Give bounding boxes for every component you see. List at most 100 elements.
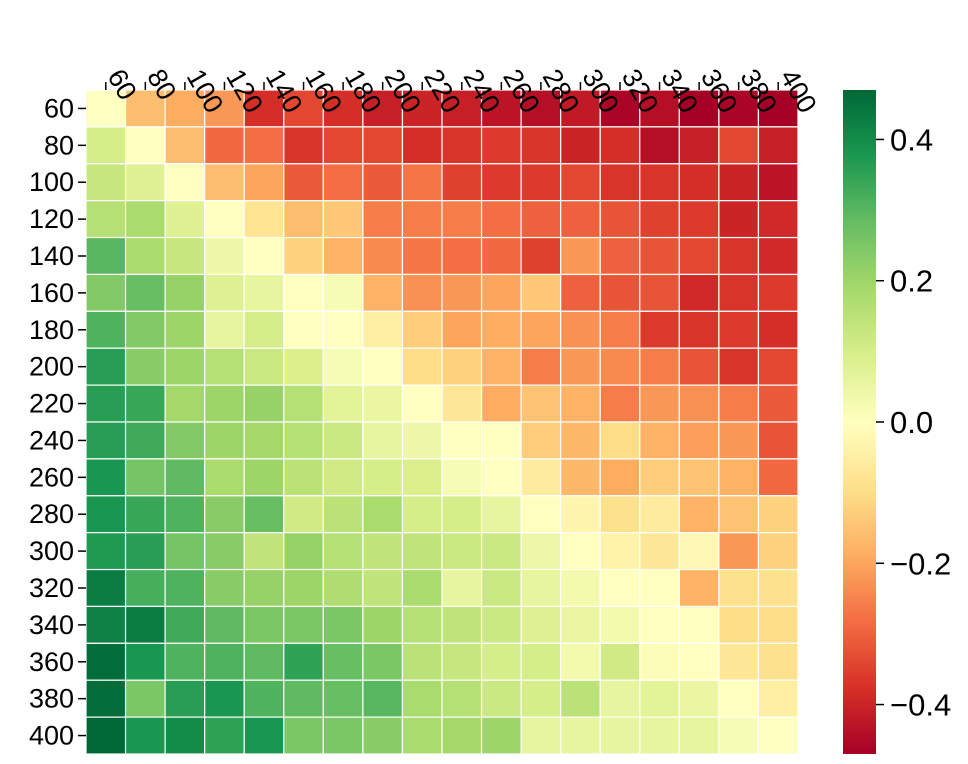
heatmap-cell [599, 384, 641, 423]
heatmap-cell [124, 679, 166, 718]
heatmap-cell [639, 679, 680, 718]
heatmap-cell [560, 458, 601, 497]
heatmap-cell [678, 310, 720, 349]
y-tick-label: 120 [29, 204, 74, 234]
heatmap-cell [639, 532, 680, 571]
heatmap-cell [164, 421, 206, 460]
heatmap-cell [124, 200, 166, 239]
colorbar-tick-label: −0.2 [890, 546, 951, 581]
heatmap-cell [757, 642, 799, 681]
heatmap-cell [678, 716, 720, 755]
heatmap-cell [639, 163, 680, 202]
heatmap-cell [480, 532, 522, 571]
heatmap-cell [757, 458, 799, 497]
heatmap-cell [243, 679, 285, 718]
heatmap-cell [520, 273, 562, 312]
heatmap-cell [639, 126, 680, 165]
heatmap-cell [480, 273, 522, 312]
heatmap-cell [204, 568, 245, 608]
heatmap-cell [243, 126, 285, 165]
heatmap-cell [283, 679, 324, 718]
heatmap-cell [204, 236, 245, 276]
heatmap-cell [639, 716, 680, 755]
heatmap-cell [718, 716, 760, 755]
heatmap-cell [322, 642, 364, 681]
y-tick-label: 180 [29, 315, 74, 345]
heatmap-cell [520, 458, 562, 497]
heatmap-cell [362, 679, 404, 718]
heatmap-cell [480, 421, 522, 460]
heatmap-cell [362, 89, 404, 128]
heatmap-cell [85, 716, 127, 755]
heatmap-cell [164, 347, 206, 386]
heatmap-cell [322, 458, 364, 497]
heatmap-cell [283, 458, 324, 497]
heatmap-cell [85, 642, 127, 681]
heatmap-cell [124, 310, 166, 349]
y-tick-label: 280 [29, 499, 74, 529]
heatmap-cell [560, 347, 601, 386]
heatmap-cell [678, 495, 720, 534]
heatmap-cell [678, 532, 720, 571]
heatmap-cell [283, 495, 324, 534]
heatmap-cell [243, 568, 285, 608]
heatmap-cell [322, 310, 364, 349]
heatmap-cell [757, 532, 799, 571]
heatmap-cell [718, 458, 760, 497]
colorbar [843, 90, 876, 754]
heatmap-cell [124, 273, 166, 312]
heatmap-cell [85, 495, 127, 534]
y-tick-label: 200 [29, 352, 74, 382]
heatmap-cell [401, 384, 443, 423]
heatmap-cell [718, 495, 760, 534]
heatmap-cell [599, 310, 641, 349]
heatmap-cell [362, 716, 404, 755]
colorbar-tick-label: 0.0 [890, 405, 933, 440]
heatmap-cell [401, 347, 443, 386]
heatmap-cell [85, 273, 127, 312]
heatmap-cell [560, 126, 601, 165]
heatmap-cell [560, 679, 601, 718]
heatmap-cell [480, 495, 522, 534]
heatmap-cell [283, 89, 324, 128]
heatmap-cell [85, 458, 127, 497]
heatmap-cell [441, 568, 483, 608]
heatmap-cell [560, 421, 601, 460]
heatmap-cell [718, 642, 760, 681]
heatmap-cell [718, 605, 760, 644]
heatmap-cell [85, 310, 127, 349]
heatmap-cell [480, 384, 522, 423]
heatmap-cell [362, 200, 404, 239]
heatmap-cell [164, 495, 206, 534]
heatmap-cell [560, 273, 601, 312]
y-tick-label: 100 [29, 167, 74, 197]
heatmap-cell [283, 532, 324, 571]
heatmap-cell [441, 273, 483, 312]
heatmap-cell [757, 200, 799, 239]
heatmap-cell [757, 310, 799, 349]
heatmap-cell [204, 163, 245, 202]
heatmap-cell [480, 163, 522, 202]
heatmap-cell [560, 163, 601, 202]
heatmap-cell [401, 679, 443, 718]
heatmap-cell [441, 200, 483, 239]
heatmap-cell [204, 347, 245, 386]
heatmap-cell [164, 458, 206, 497]
y-tick-label: 400 [29, 721, 74, 751]
heatmap-cell [243, 495, 285, 534]
heatmap-cell [757, 421, 799, 460]
heatmap-cell [480, 605, 522, 644]
heatmap-cell [678, 126, 720, 165]
y-tick-label: 340 [29, 610, 74, 640]
heatmap-cell [322, 163, 364, 202]
heatmap-cell [639, 495, 680, 534]
heatmap-cell [85, 679, 127, 718]
heatmap-cell [322, 347, 364, 386]
heatmap-cell [322, 532, 364, 571]
heatmap-cell [639, 458, 680, 497]
heatmap-cell [718, 273, 760, 312]
heatmap-cell [520, 679, 562, 718]
heatmap-cell [362, 532, 404, 571]
heatmap-cell [243, 200, 285, 239]
